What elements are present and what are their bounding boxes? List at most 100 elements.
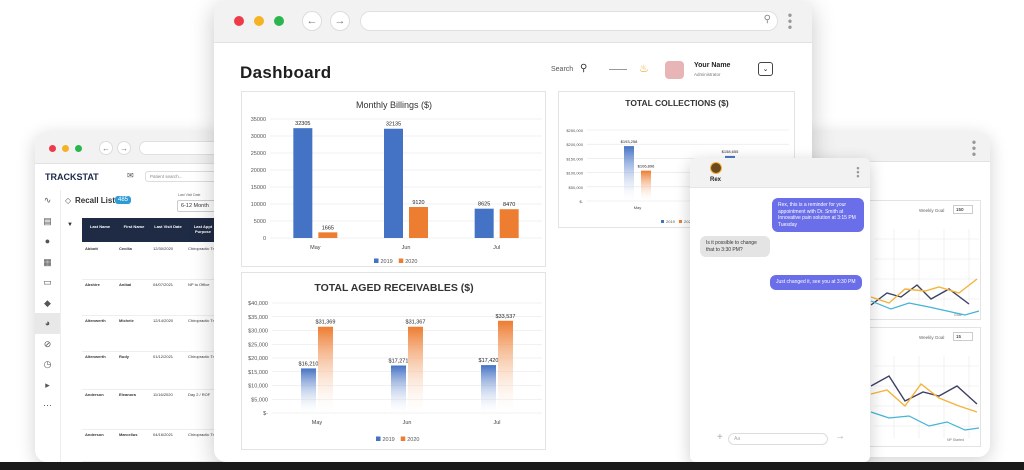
legend-label: 2020 xyxy=(407,437,419,443)
goal-panel-1: Weekly Goal 150 Goal xyxy=(868,200,981,320)
table-cell: 01/12/2021 xyxy=(153,354,174,359)
chart-title: TOTAL COLLECTIONS ($) xyxy=(625,98,729,108)
address-bar[interactable]: ⚲ xyxy=(360,11,778,31)
table-cell: Eleanora xyxy=(119,392,136,397)
table-cell: Anderson xyxy=(85,432,104,437)
legend-swatch xyxy=(398,258,404,263)
legend-swatch xyxy=(661,220,664,223)
back-arrow-icon[interactable]: ← xyxy=(99,141,113,155)
recall-window: ← → TRACKSTAT ✉ Patient search... ∿ ▤ ● … xyxy=(35,132,230,462)
goal-line-orange xyxy=(870,278,978,304)
column-header[interactable]: Last Visit Date xyxy=(154,224,182,229)
table-row[interactable]: Abshire Anibal 04/07/2021 NP to Office xyxy=(82,280,230,316)
close-dot[interactable] xyxy=(234,16,244,26)
table-row[interactable]: Anderson Marcellus 04/16/2021 Chiropractic … xyxy=(82,430,230,462)
recall-header: TRACKSTAT ✉ Patient search... xyxy=(35,168,230,186)
trackstat-logo: TRACKSTAT xyxy=(45,172,99,182)
bar-2020-Jun xyxy=(408,326,423,413)
divider xyxy=(609,69,627,70)
search-icon[interactable]: ⚲ xyxy=(580,63,588,74)
column-header[interactable]: Last Name xyxy=(89,224,111,229)
page-title: Dashboard xyxy=(240,63,332,82)
bar-2019-Jun xyxy=(384,128,403,238)
add-attachment-icon[interactable]: + xyxy=(717,432,723,443)
table-filter-icon[interactable]: ▼ xyxy=(67,222,73,228)
back-arrow-icon[interactable]: ← xyxy=(302,11,322,31)
user-menu-chevron-icon[interactable]: ⌄ xyxy=(758,62,773,76)
forward-arrow-icon[interactable]: → xyxy=(330,11,350,31)
maximize-dot[interactable] xyxy=(274,16,284,26)
dashboard-chrome: ← → ⚲ • • • xyxy=(214,0,812,43)
minimize-dot[interactable] xyxy=(62,145,69,152)
bar-2020-Jul xyxy=(499,209,519,238)
legend-np-started: NP Started xyxy=(947,438,965,442)
filter-icon[interactable]: ◇ xyxy=(65,196,72,205)
table-cell: Abshire xyxy=(85,282,100,287)
recall-table: Last Name First Name Last Visit Date Last A… xyxy=(82,218,230,462)
aged-receivables-card: TOTAL AGED RECEIVABLES ($) $- $5,000 $10,00… xyxy=(241,272,546,450)
data-label: $31,367 xyxy=(406,320,426,326)
window-menu-icon[interactable]: • • • xyxy=(971,135,977,161)
maximize-dot[interactable] xyxy=(75,145,82,152)
table-row[interactable]: Altenwerth Michele 12/14/2020 Chiropractic … xyxy=(82,316,230,352)
megaphone-icon[interactable]: ▸ xyxy=(45,379,50,390)
legend-label: 2020 xyxy=(405,259,417,265)
clock-icon[interactable]: ◷ xyxy=(43,359,52,369)
table-cell: NP to Office xyxy=(188,282,210,287)
weekly-goal-label-1: Weekly Goal xyxy=(919,208,945,213)
y-tick-label: $- xyxy=(579,199,583,204)
table-cell: Day 2 / ROF xyxy=(188,392,211,397)
legend-label: 2019 xyxy=(381,259,393,265)
data-label: 32305 xyxy=(295,121,310,127)
address-bar[interactable] xyxy=(139,141,230,155)
chart-icon[interactable]: ∿ xyxy=(43,195,52,205)
y-tick-label: 15000 xyxy=(251,185,266,191)
document-icon[interactable]: ▭ xyxy=(43,277,52,287)
legend-goal-1: Goal xyxy=(954,313,962,317)
message-input[interactable]: Aa xyxy=(728,433,828,445)
browser-menu-icon[interactable]: • • • xyxy=(787,8,793,34)
minimize-dot[interactable] xyxy=(254,16,264,26)
table-cell: Chiropractic Tre xyxy=(188,318,217,323)
y-tick-label: $5,000 xyxy=(251,397,268,403)
send-arrow-icon[interactable]: → xyxy=(835,431,845,442)
table-row[interactable]: Anderson Eleanora 11/16/2020 Day 2 / ROF xyxy=(82,390,230,430)
y-tick-label: 30000 xyxy=(251,134,266,140)
table-row[interactable]: Abbott Cecilia 12/30/2020 Chiropractic Tre xyxy=(82,244,230,280)
chat-window: Rex • • • Rex, this is a reminder for your… xyxy=(690,158,870,462)
legend-swatch xyxy=(374,258,379,263)
column-header[interactable]: First Name xyxy=(123,224,145,229)
table-row[interactable]: Altenwerth Rudy 01/12/2021 Chiropractic Tre xyxy=(82,352,230,390)
table-cell: Marcellus xyxy=(119,432,138,437)
x-tick-label: Jul xyxy=(493,420,500,426)
x-tick-label: Jun xyxy=(402,245,411,251)
goal2-line-blue xyxy=(870,411,980,431)
schedule-icon[interactable]: ▦ xyxy=(43,256,52,267)
data-label: 8470 xyxy=(503,202,515,208)
chat-icon[interactable]: ✉ xyxy=(127,171,134,180)
user-icon[interactable]: ● xyxy=(44,236,51,246)
recall-list-title: Recall List xyxy=(75,196,116,205)
user-role: Administrator xyxy=(694,72,721,77)
y-tick-label: $100,000 xyxy=(566,171,583,176)
data-label: 9120 xyxy=(412,200,424,206)
calendar-icon[interactable]: ▤ xyxy=(43,215,52,226)
column-header[interactable]: Last Appt Purpose xyxy=(193,224,213,234)
chat-message-incoming: Is it possible to change that to 3:30 PM… xyxy=(700,236,770,257)
chat-menu-icon[interactable]: • • • xyxy=(856,163,860,181)
forward-arrow-icon[interactable]: → xyxy=(117,141,131,155)
block-icon[interactable]: ⊘ xyxy=(43,338,52,349)
avatar[interactable] xyxy=(665,61,684,79)
y-tick-label: $200,000 xyxy=(566,142,583,147)
pie-icon[interactable]: ◕ xyxy=(35,313,60,334)
notification-bell-icon[interactable]: ♨ xyxy=(639,63,649,75)
close-dot[interactable] xyxy=(49,145,56,152)
contact-name: Rex xyxy=(710,177,722,183)
weekly-goal-input-2[interactable]: 15 xyxy=(953,332,973,341)
weekly-goal-input-1[interactable]: 150 xyxy=(953,205,973,214)
legend-swatch xyxy=(679,220,682,223)
more-icon[interactable]: ⋯ xyxy=(43,400,52,410)
search-label[interactable]: Search xyxy=(551,66,574,73)
y-tick-label: $- xyxy=(263,411,268,417)
team-icon[interactable]: ◆ xyxy=(44,297,51,308)
